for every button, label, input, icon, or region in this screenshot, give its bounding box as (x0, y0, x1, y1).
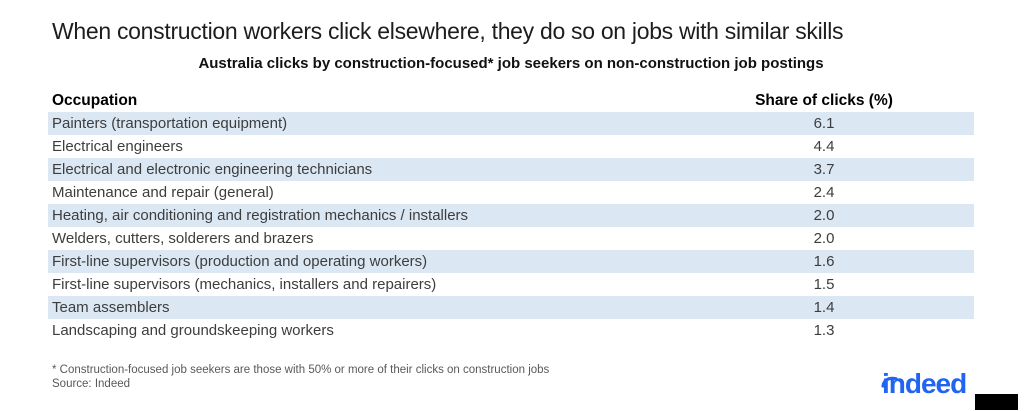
table-row: Welders, cutters, solderers and brazers … (48, 227, 974, 250)
table-row: Electrical engineers 4.4 (48, 135, 974, 158)
occupation-cell: Team assemblers (52, 299, 170, 316)
share-cell: 2.0 (813, 230, 835, 247)
content-area: When construction workers click elsewher… (48, 0, 974, 391)
footnote: * Construction-focused job seekers are t… (52, 364, 550, 376)
share-cell: 2.4 (813, 184, 835, 201)
table-row: Heating, air conditioning and registrati… (48, 204, 974, 227)
indeed-logo: indeed (881, 368, 967, 399)
page-title: When construction workers click elsewher… (52, 18, 844, 44)
clicks-table: Occupation Share of clicks (%) Painters … (48, 90, 974, 342)
share-cell: 1.6 (813, 253, 835, 270)
indeed-logo-text: indeed (882, 368, 967, 399)
table-row: First-line supervisors (production and o… (48, 250, 974, 273)
occupation-cell: Heating, air conditioning and registrati… (52, 207, 469, 224)
occupation-cell: First-line supervisors (mechanics, insta… (52, 276, 437, 293)
occupation-cell: First-line supervisors (production and o… (52, 253, 428, 270)
table-row: Maintenance and repair (general) 2.4 (48, 181, 974, 204)
share-cell: 2.0 (813, 207, 835, 224)
occupation-cell: Electrical and electronic engineering te… (52, 161, 373, 178)
share-cell: 1.4 (813, 299, 835, 316)
occupation-cell: Welders, cutters, solderers and brazers (52, 230, 314, 247)
column-header-occupation: Occupation (52, 92, 138, 109)
table-header-row: Occupation Share of clicks (%) (48, 90, 974, 112)
indeed-logo-accent-icon (881, 364, 899, 394)
share-cell: 6.1 (813, 115, 835, 132)
table-row: First-line supervisors (mechanics, insta… (48, 273, 974, 296)
table-row: Landscaping and groundskeeping workers 1… (48, 319, 974, 342)
occupation-cell: Landscaping and groundskeeping workers (52, 322, 334, 339)
occupation-cell: Electrical engineers (52, 138, 183, 155)
black-redaction-bar (975, 394, 1018, 410)
occupation-cell: Maintenance and repair (general) (52, 184, 274, 201)
source-line: Source: Indeed (52, 378, 131, 390)
share-cell: 1.5 (813, 276, 835, 293)
share-cell: 3.7 (813, 161, 835, 178)
table-row: Electrical and electronic engineering te… (48, 158, 974, 181)
table-row: Team assemblers 1.4 (48, 296, 974, 319)
occupation-cell: Painters (transportation equipment) (52, 115, 288, 132)
column-header-share: Share of clicks (%) (755, 92, 893, 109)
share-cell: 4.4 (813, 138, 835, 155)
share-cell: 1.3 (813, 322, 835, 339)
table-body: Painters (transportation equipment) 6.1 … (48, 112, 974, 342)
page-subtitle: Australia clicks by construction-focused… (198, 55, 824, 72)
table-row: Painters (transportation equipment) 6.1 (48, 112, 974, 135)
